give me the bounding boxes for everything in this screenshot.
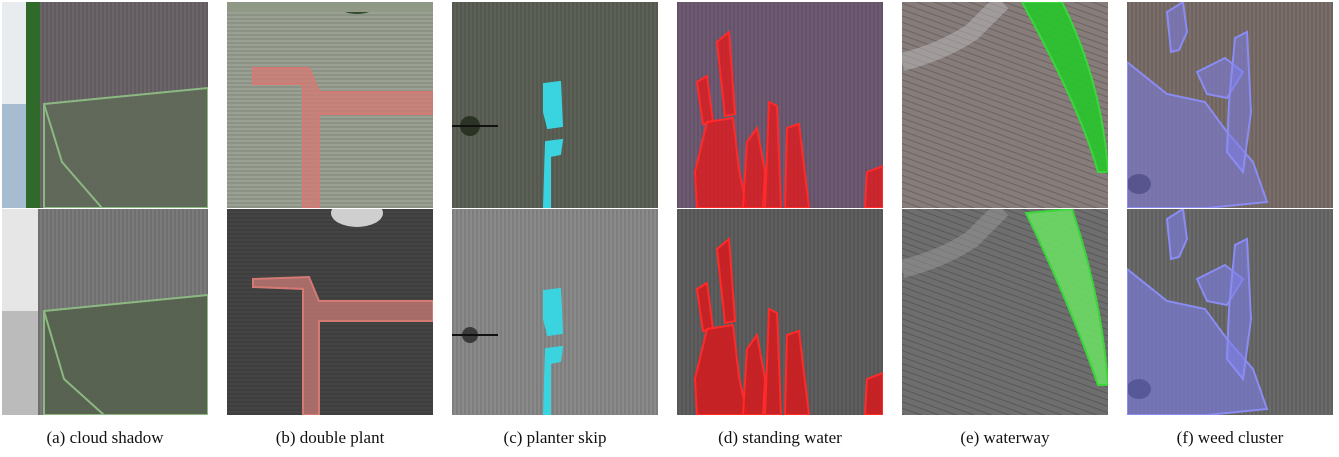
image-rgb <box>902 2 1108 208</box>
image-nir <box>2 209 208 415</box>
caption: (c) planter skip <box>503 428 607 447</box>
caption: (e) waterway <box>960 428 1050 447</box>
panel-cloud-shadow: (a) cloud shadow <box>2 0 208 457</box>
panel-standing-water: (d) standing water <box>677 0 883 457</box>
image-nir <box>452 209 658 415</box>
caption: (f) weed cluster <box>1176 428 1284 447</box>
image-rgb <box>677 2 883 208</box>
image-nir <box>677 209 883 415</box>
image-rgb <box>1127 2 1333 208</box>
panel-double-plant: (b) double plant <box>227 0 433 457</box>
image-rgb <box>2 2 208 208</box>
image-nir <box>902 209 1108 415</box>
image-rgb <box>452 2 658 208</box>
caption: (d) standing water <box>718 428 842 447</box>
panel-waterway: (e) waterway <box>902 0 1108 457</box>
image-nir <box>227 209 433 415</box>
panel-weed-cluster: (f) weed cluster <box>1127 0 1333 457</box>
panel-planter-skip: (c) planter skip <box>452 0 658 457</box>
image-nir <box>1127 209 1333 415</box>
image-rgb <box>227 2 433 208</box>
caption: (b) double plant <box>275 428 385 447</box>
caption: (a) cloud shadow <box>46 428 164 447</box>
